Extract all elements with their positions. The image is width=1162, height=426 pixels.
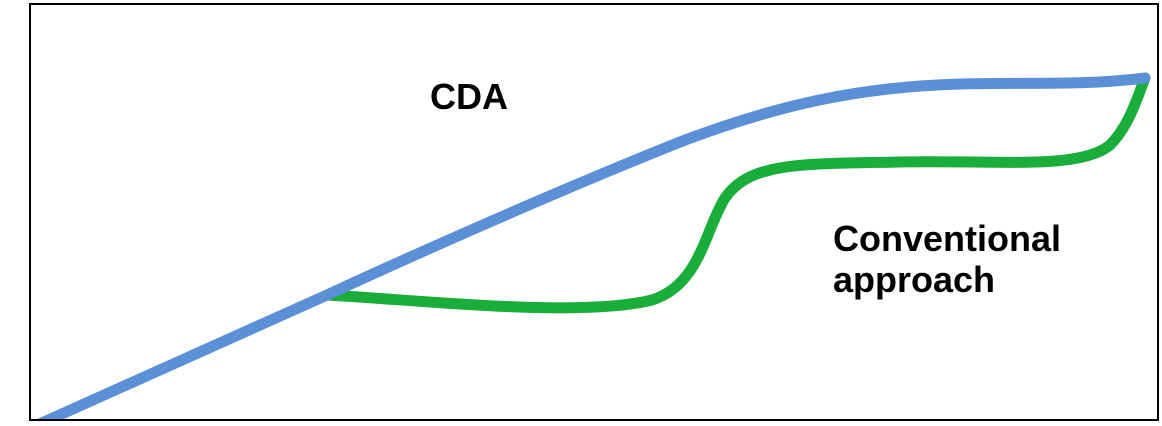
conventional-label-line2: approach (833, 259, 996, 300)
conventional-approach-path (321, 72, 1151, 314)
cda-label: CDA (430, 76, 508, 117)
cda-path (37, 72, 1151, 419)
diagram-frame (29, 3, 1159, 421)
conventional-approach-label: Conventional approach (833, 218, 1061, 300)
conventional-label-line1: Conventional (833, 218, 1062, 259)
